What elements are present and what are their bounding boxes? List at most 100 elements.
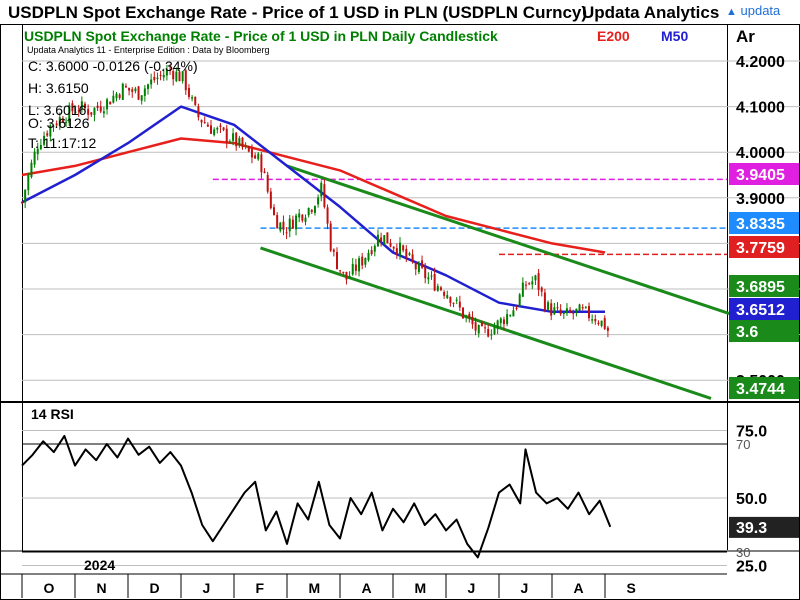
candle-body	[43, 135, 46, 145]
rsi-label: 14 RSI	[31, 406, 74, 422]
candle-body	[562, 312, 565, 314]
candle-body	[30, 162, 33, 178]
candle-body	[452, 302, 455, 304]
candle-body	[150, 79, 153, 85]
candle-body	[247, 146, 250, 152]
candle-body	[156, 77, 159, 79]
candle-body	[405, 248, 408, 258]
candle-body	[427, 277, 430, 280]
candle-body	[433, 273, 436, 291]
rsi-tick-label: 30	[736, 545, 750, 560]
month-label: M	[309, 580, 321, 596]
candle-body	[254, 155, 257, 159]
chart-title: USDPLN Spot Exchange Rate - Price of 1 U…	[8, 3, 588, 22]
candle-body	[565, 308, 568, 314]
candle-body	[443, 291, 446, 296]
candle-body	[288, 218, 291, 232]
ohlc-high: H: 3.6150	[28, 80, 89, 96]
candle-body	[358, 258, 361, 272]
candle-body	[487, 328, 490, 337]
month-label: N	[97, 580, 107, 596]
candle-body	[187, 87, 190, 97]
candle-body	[68, 105, 71, 123]
candle-body	[326, 207, 329, 224]
candle-body	[575, 308, 578, 312]
candle-body	[559, 309, 562, 315]
candle-body	[490, 334, 493, 336]
candle-body	[370, 250, 373, 255]
candle-body	[90, 112, 93, 115]
candle-body	[84, 103, 86, 109]
candle-body	[329, 223, 332, 251]
candle-body	[298, 213, 301, 218]
year-label: 2024	[84, 557, 115, 573]
candle-body	[386, 232, 389, 244]
candle-body	[462, 307, 464, 319]
month-label: O	[44, 580, 55, 596]
candle-body	[307, 207, 310, 216]
candle-body	[301, 214, 304, 221]
value-label-box	[729, 212, 799, 234]
candle-body	[74, 111, 77, 113]
candle-body	[219, 125, 222, 127]
candle-body	[399, 242, 401, 256]
candle-body	[33, 151, 36, 165]
candle-body	[175, 71, 178, 82]
up-arrow-icon: ▲	[726, 6, 737, 18]
candle-body	[376, 234, 379, 247]
candle-body	[61, 118, 64, 123]
candle-body	[449, 296, 452, 303]
ohlc-low: L: 3.6016	[28, 102, 87, 118]
candle-body	[506, 314, 509, 324]
rsi-value-text: 39.3	[736, 520, 767, 537]
candle-body	[351, 263, 354, 275]
candle-body	[77, 110, 80, 112]
candle-body	[408, 253, 411, 255]
candle-body	[121, 83, 124, 100]
candle-body	[263, 171, 266, 174]
candle-body	[52, 125, 55, 127]
candle-body	[213, 129, 216, 136]
candle-body	[584, 306, 587, 308]
value-label-box	[729, 236, 799, 258]
candle-body	[446, 295, 449, 298]
edition-note: Updata Analytics 11 - Enterprise Edition…	[27, 45, 269, 55]
month-label: F	[256, 580, 265, 596]
ohlc-open: O: 3.6126	[28, 115, 90, 131]
candle-body	[458, 301, 461, 308]
candle-body	[569, 309, 572, 313]
candle-body	[496, 320, 499, 329]
candle-body	[153, 76, 156, 81]
candle-body	[499, 318, 502, 324]
candle-body	[36, 148, 39, 155]
month-label: J	[468, 580, 476, 596]
candle-body	[436, 286, 439, 291]
candle-body	[124, 86, 127, 88]
candle-body	[46, 133, 49, 136]
candle-body	[348, 276, 351, 279]
candle-body	[480, 322, 483, 327]
ema200-line	[21, 137, 606, 254]
candle-body	[39, 145, 42, 150]
value-label-text: 3.6512	[736, 302, 785, 319]
candle-body	[484, 327, 487, 329]
candle-body	[512, 310, 515, 317]
candle-body	[317, 197, 320, 205]
value-label-box	[729, 298, 799, 320]
rsi-tick-label: 75.0	[736, 424, 767, 441]
candle-body	[553, 307, 556, 315]
candle-body	[71, 103, 74, 112]
candle-body	[169, 70, 172, 72]
candle-body	[210, 125, 212, 134]
candle-body	[364, 257, 367, 265]
price-tick-label: 4.2000	[736, 54, 785, 71]
value-label-text: 3.4744	[736, 381, 785, 398]
candle-body	[465, 316, 468, 318]
month-label: J	[521, 580, 529, 596]
value-label-text: 3.7759	[736, 240, 785, 257]
candle-body	[581, 307, 584, 309]
candle-body	[87, 108, 90, 115]
chart-subtitle: USDPLN Spot Exchange Rate - Price of 1 U…	[24, 28, 498, 44]
brand-name: Updata Analytics	[582, 3, 720, 22]
month-label: A	[362, 580, 372, 596]
